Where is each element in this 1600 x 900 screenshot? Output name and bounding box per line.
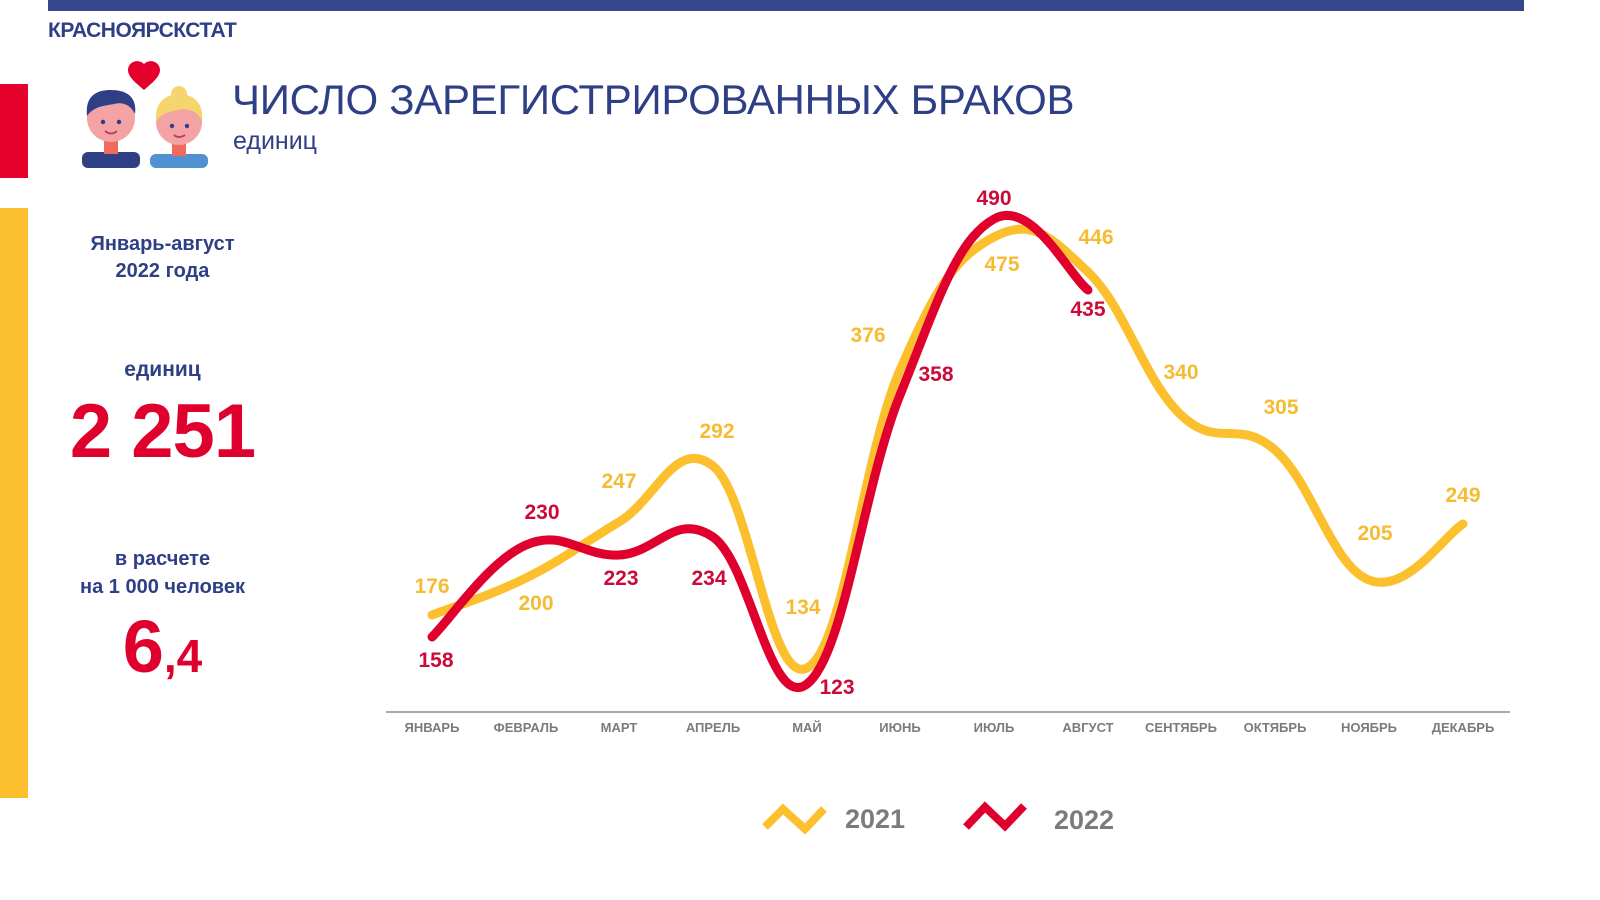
- legend-2022-swatch-icon: [963, 801, 1027, 832]
- per-line-1: в расчете: [114, 548, 211, 570]
- rate-integer: 6: [122, 605, 164, 688]
- page-title: ЧИСЛО ЗАРЕГИСТРИРОВАННЫХ БРАКОВ: [232, 76, 1075, 123]
- legend-2021-swatch-icon: [762, 803, 827, 835]
- period-line-1: Январь-август: [90, 233, 235, 255]
- x-axis-label: СЕНТЯБРЬ: [1145, 720, 1217, 735]
- data-label-2022: 490: [976, 187, 1011, 210]
- x-axis-labels: ЯНВАРЬ ФЕВРАЛЬ МАРТ АПРЕЛЬ МАЙ ИЮНЬ ИЮЛЬ АВГУСТ…: [405, 720, 1495, 735]
- top-accent-bar: [48, 0, 1524, 11]
- x-axis-label: МАРТ: [601, 720, 638, 735]
- data-label-2021: 176: [414, 575, 449, 598]
- period-label: Январь-август 2022 года: [40, 231, 285, 285]
- data-label-2022: 435: [1070, 298, 1105, 321]
- x-axis-label: АПРЕЛЬ: [686, 720, 740, 735]
- x-axis-label: ДЕКАБРЬ: [1432, 720, 1495, 735]
- period-line-2: 2022 года: [115, 260, 210, 282]
- data-labels: 176 200 247 292 134 376 475 446 340 305 205 249 158 2…: [414, 187, 1480, 699]
- page-subtitle: единиц: [233, 127, 317, 155]
- data-label-2022: 234: [691, 567, 726, 590]
- legend-2022-label: 2022: [1054, 805, 1114, 835]
- data-label-2021: 247: [601, 470, 636, 493]
- per-line-2: на 1 000 человек: [80, 576, 245, 598]
- x-axis-label: ИЮЛЬ: [974, 720, 1015, 735]
- data-label-2021: 340: [1163, 361, 1198, 384]
- x-axis-label: МАЙ: [792, 720, 822, 735]
- x-axis-label: ЯНВАРЬ: [405, 720, 460, 735]
- data-label-2021: 475: [984, 253, 1019, 276]
- data-label-2022: 223: [603, 567, 638, 590]
- series-2022-line: [427, 211, 1093, 692]
- data-label-2021: 305: [1263, 396, 1298, 419]
- couple-heart-icon: [82, 61, 208, 168]
- legend: 2021 2022: [762, 801, 1114, 835]
- red-accent-bar: [0, 84, 28, 178]
- data-label-2021: 446: [1078, 226, 1113, 249]
- data-label-2021: 292: [699, 420, 734, 443]
- rate-per-thousand-value: 6,4: [40, 604, 285, 689]
- data-label-2021: 200: [518, 592, 553, 615]
- data-label-2022: 358: [918, 363, 953, 386]
- x-axis-label: ОКТЯБРЬ: [1244, 720, 1307, 735]
- data-label-2021: 249: [1445, 484, 1480, 507]
- legend-2021-label: 2021: [845, 804, 905, 834]
- data-label-2022: 230: [524, 501, 559, 524]
- data-label-2022: 123: [819, 676, 854, 699]
- rate-decimal: ,4: [163, 630, 203, 682]
- data-label-2021: 134: [785, 596, 820, 619]
- data-label-2021: 376: [850, 324, 885, 347]
- x-axis-label: НОЯБРЬ: [1341, 720, 1397, 735]
- x-axis-label: АВГУСТ: [1062, 720, 1113, 735]
- yellow-accent-bar: [0, 208, 28, 798]
- x-axis-label: ИЮНЬ: [879, 720, 920, 735]
- units-label: единиц: [124, 358, 201, 381]
- per-thousand-label: в расчете на 1 000 человек: [40, 545, 285, 601]
- x-axis-label: ФЕВРАЛЬ: [494, 720, 559, 735]
- total-marriages-value: 2 251: [69, 389, 256, 474]
- data-label-2022: 158: [418, 649, 453, 672]
- brand-name: КРАСНОЯРСКСТАТ: [48, 19, 237, 42]
- data-label-2021: 205: [1357, 522, 1392, 545]
- series-2021-line: [427, 224, 1468, 674]
